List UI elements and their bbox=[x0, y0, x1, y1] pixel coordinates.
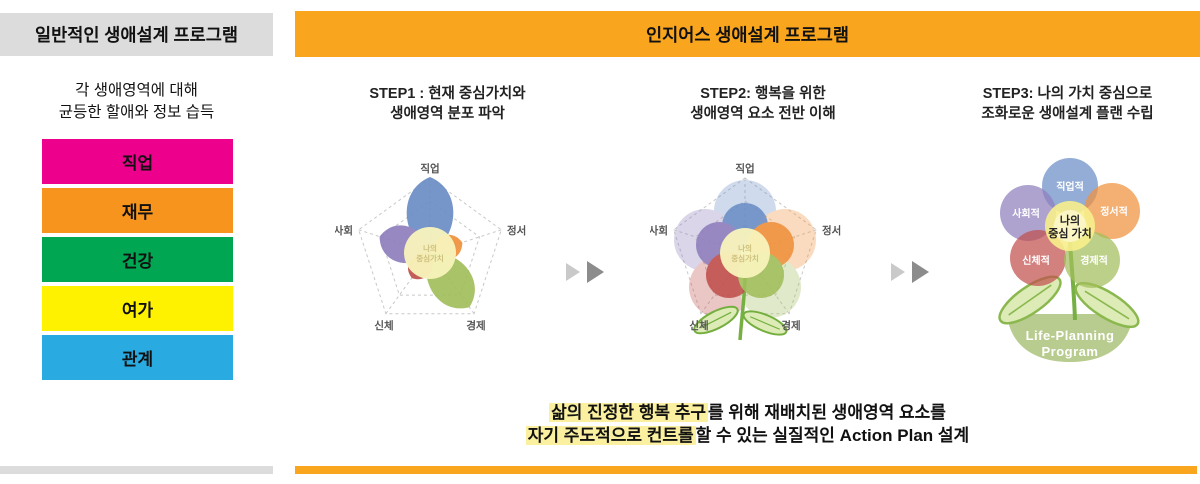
center-value-circle bbox=[404, 227, 456, 279]
pot-label-line2: Program bbox=[1042, 344, 1099, 359]
life-domain-bars: 직업 재무 건강 여가 관계 bbox=[42, 139, 233, 380]
center-label-line2: 중심가치 bbox=[416, 253, 444, 263]
radar-label-emotion: 정서 bbox=[822, 224, 841, 237]
step2-radar-chart: 나의 중심가치 직업 정서 경제 신체 사회 bbox=[650, 162, 841, 341]
bar-leisure: 여가 bbox=[42, 286, 233, 331]
caption-line1-highlight: 삶의 진정한 행복 추구 bbox=[549, 403, 709, 422]
arrow-dark-icon bbox=[912, 261, 929, 283]
step3-title-line2: 조화로운 생애설계 플랜 수립 bbox=[981, 106, 1154, 123]
flower-label-body: 신체적 bbox=[1022, 254, 1050, 267]
step1-title: STEP1 : 현재 중심가치와 생애영역 분포 파악 bbox=[330, 84, 565, 125]
left-description-line2: 균등한 할애와 정보 습득 bbox=[58, 104, 215, 122]
caption-line1-rest: 를 위해 재배치된 생애영역 요소를 bbox=[708, 403, 946, 422]
bar-health: 건강 bbox=[42, 237, 233, 282]
step1-to-step2-arrows bbox=[566, 261, 604, 283]
left-panel-description: 각 생애영역에 대해 균등한 할애와 정보 습득 bbox=[0, 80, 273, 125]
step3-title: STEP3: 나의 가치 중심으로 조화로운 생애설계 플랜 수립 bbox=[955, 84, 1180, 125]
caption: 삶의 진정한 행복 추구 를 위해 재배치된 생애영역 요소를 자기 주도적으로 … bbox=[295, 401, 1200, 448]
flower-label-economy: 경제적 bbox=[1080, 254, 1108, 267]
left-description-line1: 각 생애영역에 대해 bbox=[75, 82, 198, 99]
right-panel-header: 인지어스 생애설계 프로그램 bbox=[295, 11, 1200, 57]
bottom-bar-gray bbox=[0, 466, 273, 474]
arrow-light-icon bbox=[891, 263, 905, 281]
flower-petal-circles bbox=[1000, 158, 1140, 288]
pot bbox=[1007, 314, 1133, 362]
center-label-line1: 나의 bbox=[738, 243, 752, 253]
radar-label-job: 직업 bbox=[735, 162, 754, 175]
step3-title-line1: STEP3: 나의 가치 중심으로 bbox=[982, 86, 1153, 102]
bar-relation: 관계 bbox=[42, 335, 233, 380]
center-label-line1: 나의 bbox=[423, 243, 437, 253]
arrow-dark-icon bbox=[587, 261, 604, 283]
flower-center-line1: 나의 bbox=[1060, 213, 1080, 227]
radar-label-body: 신체 bbox=[374, 319, 393, 332]
caption-line2-highlight: 자기 주도적으로 컨트롤 bbox=[525, 426, 696, 446]
flower-leaf-right bbox=[742, 310, 788, 336]
flower-label-job: 직업적 bbox=[1056, 180, 1084, 193]
flower-leaf-left bbox=[693, 305, 739, 335]
radar-label-job: 직업 bbox=[420, 162, 439, 175]
arrow-light-icon bbox=[566, 263, 580, 281]
center-value-circle bbox=[720, 228, 770, 278]
left-panel-header: 일반적인 생애설계 프로그램 bbox=[0, 13, 273, 56]
radar-label-social: 사회 bbox=[650, 224, 668, 237]
bar-job: 직업 bbox=[42, 139, 233, 184]
step1-title-line1: STEP1 : 현재 중심가치와 bbox=[369, 86, 526, 102]
flower-leaf-right bbox=[1074, 281, 1140, 329]
caption-line1: 삶의 진정한 행복 추구 를 위해 재배치된 생애영역 요소를 bbox=[295, 401, 1200, 424]
radar-label-economy: 경제 bbox=[466, 319, 485, 332]
radar-label-economy: 경제 bbox=[781, 319, 800, 332]
radar-label-body: 신체 bbox=[689, 319, 708, 332]
step2-title: STEP2: 행복을 위한 생애영역 요소 전반 이해 bbox=[648, 84, 878, 125]
center-value-glow bbox=[1054, 210, 1086, 242]
step3-flower-graphic: 직업적 사회적 정서적 신체적 경제적 나의 중심 가치 Life-Planni… bbox=[998, 158, 1140, 362]
step1-radar-chart: 나의 중심가치 직업 정서 경제 신체 사회 bbox=[335, 162, 526, 332]
pot-label-line1: Life-Planning bbox=[1026, 328, 1115, 343]
flower-label-social: 사회적 bbox=[1012, 207, 1040, 220]
step2-title-line2: 생애영역 요소 전반 이해 bbox=[690, 106, 836, 123]
center-label-line2: 중심가치 bbox=[731, 253, 759, 263]
step1-title-line2: 생애영역 분포 파악 bbox=[390, 106, 505, 123]
bar-finance: 재무 bbox=[42, 188, 233, 233]
flower-label-emotion: 정서적 bbox=[1100, 205, 1128, 218]
caption-line2-rest: 할 수 있는 실질적인 Action Plan 설계 bbox=[695, 426, 970, 446]
flower-leaf-left bbox=[998, 275, 1062, 325]
bottom-bar-orange bbox=[295, 466, 1197, 474]
flower-center-line2: 중심 가치 bbox=[1048, 226, 1092, 240]
caption-line2: 자기 주도적으로 컨트롤 할 수 있는 실질적인 Action Plan 설계 bbox=[295, 424, 1200, 447]
step2-title-line1: STEP2: 행복을 위한 bbox=[700, 86, 826, 102]
radar-label-social: 사회 bbox=[335, 224, 353, 237]
radar-label-emotion: 정서 bbox=[507, 224, 526, 237]
step2-to-step3-arrows bbox=[891, 261, 929, 283]
